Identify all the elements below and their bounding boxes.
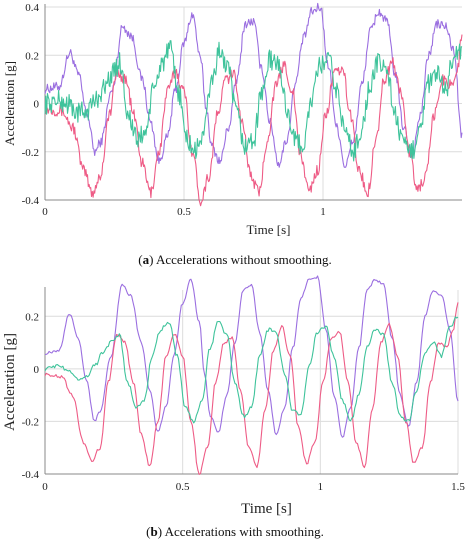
caption-a-letter: a — [142, 252, 150, 267]
x-tick-label-0: 0 — [42, 481, 48, 493]
caption-a-text: Accelerations without smoothing. — [153, 252, 332, 267]
caption-b-text: Accelerations with smoothing. — [162, 524, 324, 539]
chart-b-svg: -0.4 -0.2 0 0.2 0 0.5 1 1.5 Time [s] Acceleration… — [2, 275, 465, 517]
y-tick-label-0: -0.4 — [22, 195, 40, 207]
chart-a-svg: -0.4 -0.2 0 0.2 0.4 0 0.5 1 Time [s] Acceleration… — [2, 2, 463, 237]
y-tick-label-0: -0.4 — [22, 469, 40, 481]
y-tick-label-2: 0 — [34, 99, 40, 111]
y-tick-label-3: 0.2 — [25, 50, 39, 62]
y-tick-label-1: -0.2 — [22, 416, 39, 428]
series-line-2 — [44, 40, 463, 162]
series-line-1 — [44, 302, 459, 475]
series-line-0 — [44, 275, 459, 438]
x-axis-label: Time [s] — [247, 222, 291, 237]
chart-panel-a: -0.4 -0.2 0 0.2 0.4 0 0.5 1 Time [s] Acceleration… — [2, 2, 463, 267]
caption-b: (b) Accelerations with smoothing. — [146, 524, 324, 539]
caption-b-letter: b — [150, 524, 158, 539]
y-tick-label-2: 0 — [34, 364, 40, 376]
x-tick-label-3: 1.5 — [451, 481, 465, 493]
chart-panel-b: -0.4 -0.2 0 0.2 0 0.5 1 1.5 Time [s] Acceleration… — [0, 275, 470, 550]
x-tick-label-1: 0.5 — [176, 481, 190, 493]
y-tick-label-4: 0.4 — [25, 2, 39, 14]
series-line-2 — [44, 316, 459, 424]
x-axis-label: Time [s] — [241, 501, 292, 517]
series-line-1 — [44, 34, 463, 207]
caption-a: (a) Accelerations without smoothing. — [138, 252, 332, 267]
y-tick-label-1: -0.2 — [22, 147, 39, 159]
y-axis-label: Acceleration [g] — [2, 61, 17, 146]
x-tick-label-0: 0 — [42, 206, 48, 218]
x-tick-label-2: 1 — [320, 206, 326, 218]
x-tick-label-2: 1 — [318, 481, 324, 493]
y-tick-label-3: 0.2 — [25, 311, 39, 323]
x-tick-label-1: 0.5 — [177, 206, 191, 218]
y-axis-label: Acceleration [g] — [2, 333, 18, 431]
